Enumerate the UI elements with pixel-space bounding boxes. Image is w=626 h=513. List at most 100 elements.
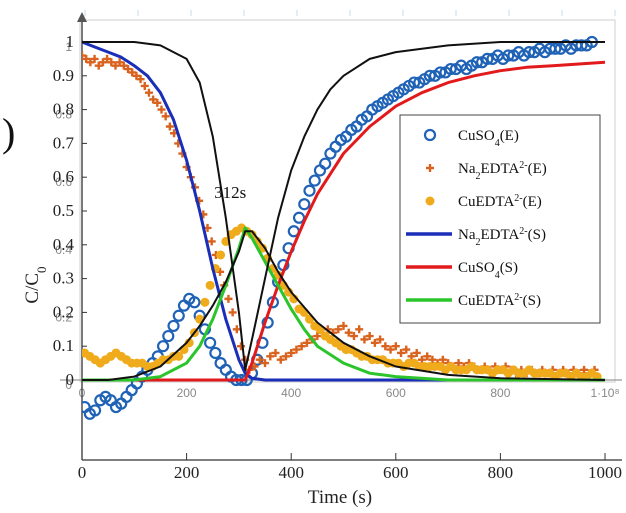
series-line [82,230,606,381]
inner-y-tick-label: 0 [65,378,72,392]
data-point [136,75,145,84]
legend-entry: Na2EDTA2-(S) [406,226,546,248]
data-point [386,345,395,354]
series-model-curve-6 [82,41,605,371]
data-point [292,345,301,354]
data-point [103,54,112,63]
data-point [162,329,175,343]
y-tick-label: 1 [66,32,75,51]
data-point [319,157,332,170]
data-point [308,174,321,187]
y-tick-label: 0.5 [53,201,74,220]
series-line [82,41,605,371]
data-point [204,336,217,349]
data-point [298,198,311,211]
inner-y-tick-label: 0.4 [55,243,72,257]
x-tick-label: 600 [383,463,409,482]
data-point [407,352,416,361]
data-point [209,346,222,360]
data-point [111,61,120,70]
y-tick-label: 0.3 [53,269,74,288]
data-point [575,39,588,52]
plot-area [82,35,606,420]
data-point [423,352,432,361]
legend-entry: CuEDTA2-(E) [425,193,542,210]
data-point [157,105,166,114]
data-point [470,56,483,69]
data-point [303,184,316,197]
data-point [98,58,107,67]
legend: CuSO4(E) Na2EDTA2-(E) CuEDTA2-(E) Na2EDTA2-… [399,114,601,324]
data-point [82,51,86,60]
data-point [140,81,149,90]
series-cuedta2-s- [82,226,605,382]
x-tick-label: 200 [174,463,200,482]
axes: 0 200 400 600 800 1000 0 0.1 0.2 0.3 0.4 0.5 0.6 0.7 0… [53,12,622,482]
data-point [276,355,285,364]
data-point [417,355,426,364]
inner-y-tick-label: 0.2 [55,310,72,324]
data-point [266,352,275,361]
text-fragment: ) [2,110,15,155]
legend-marker [425,196,435,206]
data-point [302,338,311,347]
data-point [228,308,237,317]
data-point [149,95,158,104]
y-tick-label: 0 [66,370,75,389]
y-tick-label: 0.8 [53,100,74,119]
data-point [224,294,233,303]
labels: Time (s) C/C0) 312s [2,110,372,508]
data-point [86,58,95,67]
data-point [236,342,245,351]
legend-entry: CuSO4(E) [423,128,519,149]
data-point [161,112,170,121]
data-point [255,355,264,364]
data-point [200,297,210,307]
data-point [207,237,216,246]
inner-x-tick-label: 400 [281,386,301,400]
data-point [167,319,180,333]
data-point [339,321,348,330]
data-point [88,404,102,417]
x-tick-label: 800 [488,463,514,482]
data-point [174,351,184,361]
x-axis-label: Time (s) [308,487,372,508]
legend-label: Na2EDTA2-(S) [458,226,546,248]
data-point [115,58,124,67]
annotation-label: 312s [214,183,246,202]
inner-x-tick-label: 600 [386,386,406,400]
data-point [184,338,194,348]
data-point [297,342,306,351]
data-point [481,52,494,66]
series-model-curve-7 [82,230,606,381]
data-point [423,69,436,82]
y-tick-label: 0.2 [53,302,74,321]
data-point [408,76,421,89]
x-tick-label: 1000 [588,463,622,482]
y-tick-label: 0.9 [53,66,74,85]
inner-x-tick-label: 800 [490,386,510,400]
data-point [428,355,437,364]
data-point [132,71,141,80]
series-cuso4-s- [82,60,606,382]
data-point [334,325,343,334]
data-point [454,359,463,368]
data-point [434,66,447,79]
y-tick-label: 0.7 [53,133,75,152]
data-point [412,348,421,357]
series-na2edta2-s- [82,40,605,382]
data-point [172,309,185,322]
legend-label: CuSO4(S) [458,260,518,281]
series-line [82,40,605,382]
inner-y-tick-label: 0.8 [55,108,72,122]
data-point [438,355,447,364]
data-point [391,342,400,351]
data-point [402,345,411,354]
data-point [90,54,99,63]
inner-y-tick-label: 1 [65,40,72,54]
data-point [313,332,322,341]
data-point [216,250,226,260]
data-point [124,65,133,74]
data-point [188,296,201,309]
x-tick-label: 400 [278,463,304,482]
